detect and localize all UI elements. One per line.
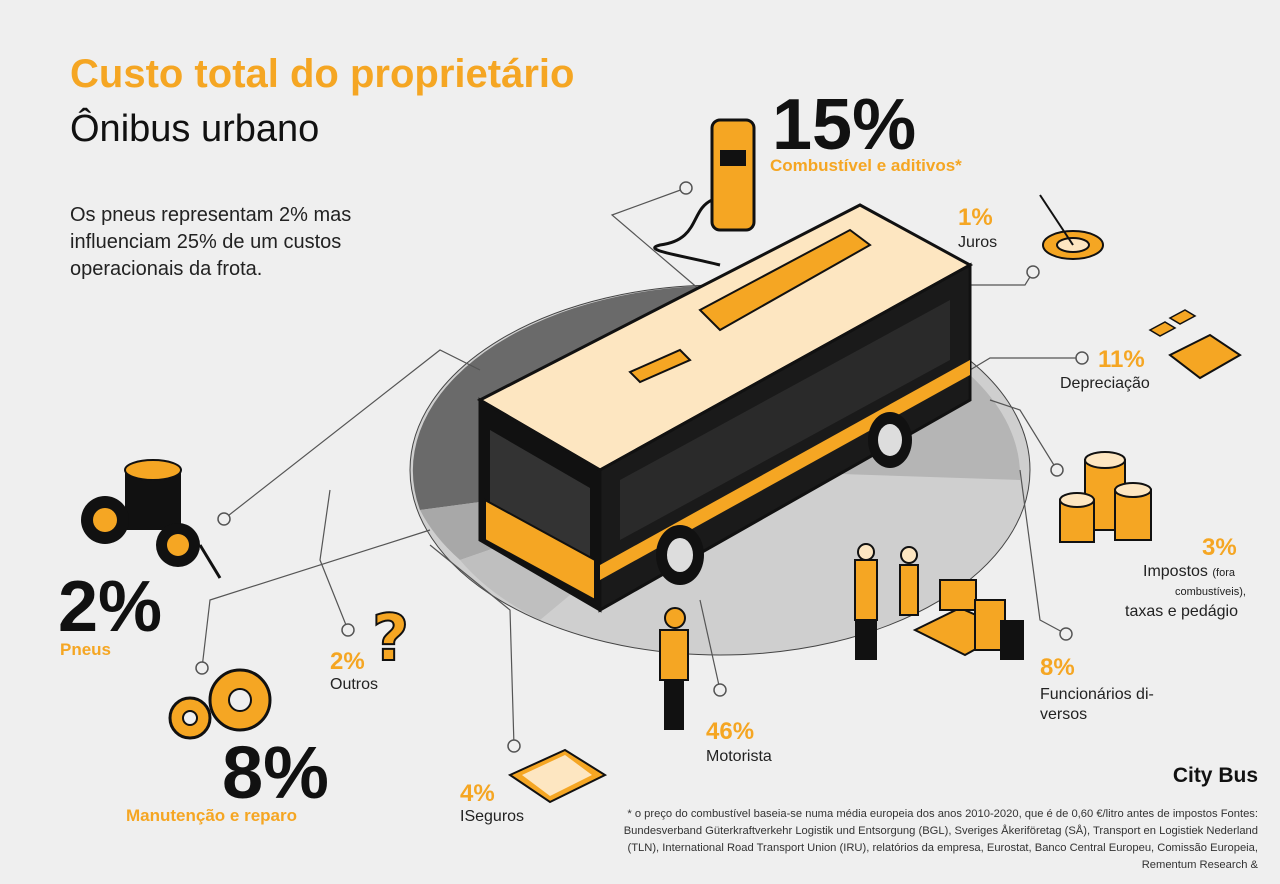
depreciation-percent: 11%: [1098, 346, 1145, 373]
fuel-label: Combustível e aditivos*: [770, 156, 962, 175]
depreciation-label: Depreciação: [1060, 375, 1150, 392]
intro-text: Os pneus representam 2% mas influenciam …: [70, 204, 352, 280]
staff-label-1: Funcionários di-: [1040, 686, 1154, 703]
insurance-document-icon: [507, 748, 608, 804]
driver-percent: 46%: [706, 718, 755, 745]
taxes-label-small: combustíveis),: [1175, 586, 1246, 598]
coin-stacks-icon: [1059, 451, 1152, 543]
taxes-percent: 3%: [1202, 534, 1237, 561]
calculator-icon: [1148, 309, 1242, 380]
fuel-percent: 15%: [772, 85, 917, 165]
page-title: Custo total do proprietário: [70, 52, 575, 96]
interest-percent: 1%: [958, 204, 993, 231]
office-staff-icon: [854, 543, 1024, 660]
other-label: Outros: [330, 676, 379, 693]
maintenance-label: Manutenção e reparo: [126, 806, 297, 825]
staff-label-2: versos: [1040, 706, 1088, 723]
tires-percent: 2%: [58, 567, 163, 647]
staff-percent: 8%: [1040, 654, 1075, 681]
target-icon: [1039, 194, 1104, 260]
taxes-label-end: taxas e pedágio: [1125, 603, 1238, 620]
svg-text:?: ?: [372, 602, 409, 676]
brand-label: City Bus: [1172, 764, 1258, 787]
tires-icon: [81, 459, 222, 579]
insurance-label: ISeguros: [460, 808, 525, 825]
fuel-pump-icon: [653, 118, 756, 267]
driver-icon: [659, 607, 689, 730]
tires-label: Pneus: [60, 640, 112, 659]
gears-icon: [168, 668, 272, 740]
maintenance-percent: 8%: [222, 731, 329, 814]
interest-label: Juros: [958, 234, 998, 251]
question-mark-icon: ?: [371, 601, 410, 677]
driver-label: Motorista: [706, 748, 772, 765]
footnote: * o preço do combustível baseia-se numa …: [623, 808, 1258, 871]
connector-dots: [195, 181, 1089, 753]
page-subtitle: Ônibus urbano: [70, 108, 320, 150]
taxes-label: Impostos (fora: [1143, 563, 1235, 580]
other-percent: 2%: [330, 648, 365, 675]
insurance-percent: 4%: [460, 780, 495, 807]
bus-illustration: [476, 203, 974, 613]
